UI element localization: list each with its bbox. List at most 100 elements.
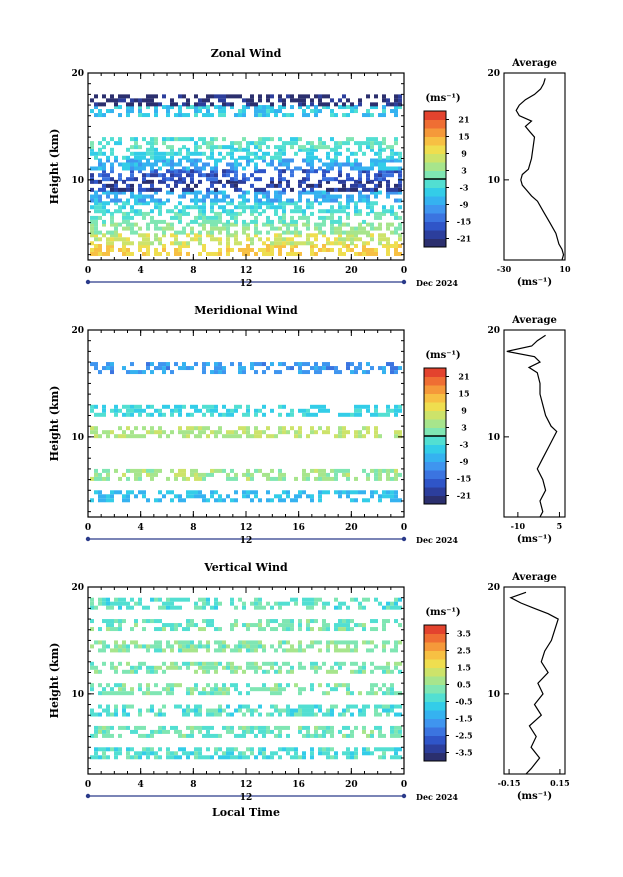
heatmap-cell xyxy=(194,623,198,628)
heatmap-cell xyxy=(270,712,274,717)
heatmap-cell xyxy=(118,619,122,624)
heatmap-cell xyxy=(282,105,286,110)
heatmap-cell xyxy=(178,158,182,163)
heatmap-cell xyxy=(394,113,398,118)
colorbar-tick-label: 9 xyxy=(461,149,467,159)
heatmap-cell xyxy=(250,102,254,107)
heatmap-cell xyxy=(90,426,94,431)
heatmap-cell xyxy=(134,472,138,477)
heatmap-cell xyxy=(258,729,262,734)
heatmap-cell xyxy=(398,755,402,760)
heatmap-cell xyxy=(94,605,98,610)
heatmap-cell xyxy=(250,98,254,103)
heatmap-cell xyxy=(186,169,190,174)
heatmap-cell xyxy=(246,704,250,709)
heatmap-cell xyxy=(286,166,290,171)
heatmap-cell xyxy=(342,708,346,713)
heatmap-cell xyxy=(122,243,126,248)
heatmap-cell xyxy=(326,627,330,632)
heatmap-cell xyxy=(126,494,130,499)
heatmap-cell xyxy=(250,237,254,242)
heatmap-cell xyxy=(146,468,150,473)
heatmap-cell xyxy=(258,712,262,717)
heatmap-cell xyxy=(394,644,398,649)
heatmap-cell xyxy=(106,733,110,738)
heatmap-cell xyxy=(330,166,334,171)
heatmap-cell xyxy=(218,733,222,738)
heatmap-cell xyxy=(358,211,362,216)
heatmap-cell xyxy=(214,751,218,756)
heatmap-cell xyxy=(378,665,382,670)
heatmap-cell xyxy=(246,430,250,435)
heatmap-cell xyxy=(126,109,130,114)
heatmap-cell xyxy=(178,498,182,503)
heatmap-cell xyxy=(142,215,146,220)
average-profile-line xyxy=(509,591,559,775)
heatmap-cell xyxy=(362,251,366,256)
heatmap-cell xyxy=(362,183,366,188)
heatmap-cell xyxy=(398,725,402,730)
heatmap-cell xyxy=(310,243,314,248)
heatmap-cell xyxy=(166,747,170,752)
heatmap-cell xyxy=(394,247,398,252)
heatmap-cell xyxy=(326,430,330,435)
heatmap-cell xyxy=(198,105,202,110)
heatmap-cell xyxy=(118,725,122,730)
heatmap-cell xyxy=(286,747,290,752)
heatmap-cell xyxy=(306,434,310,439)
heatmap-cell xyxy=(310,661,314,666)
heatmap-cell xyxy=(182,644,186,649)
heatmap-cell xyxy=(154,712,158,717)
heatmap-cell xyxy=(110,233,114,238)
heatmap-cell xyxy=(206,683,210,688)
heatmap-cell xyxy=(170,187,174,192)
heatmap-cell xyxy=(394,169,398,174)
heatmap-cell xyxy=(266,219,270,224)
heatmap-cell xyxy=(266,205,270,210)
heatmap-cell xyxy=(138,755,142,760)
heatmap-cell xyxy=(350,230,354,235)
heatmap-cell xyxy=(334,627,338,632)
heatmap-cell xyxy=(282,241,286,246)
heatmap-cell xyxy=(334,145,338,150)
heatmap-cell xyxy=(318,179,322,184)
heatmap-cell xyxy=(158,619,162,624)
heatmap-cell xyxy=(234,219,238,224)
heatmap-cell xyxy=(110,166,114,171)
heatmap-cell xyxy=(330,215,334,220)
heatmap-cell xyxy=(258,113,262,118)
heatmap-cell xyxy=(326,751,330,756)
heatmap-cell xyxy=(110,241,114,246)
heatmap-cell xyxy=(142,619,146,624)
heatmap-cell xyxy=(362,113,366,118)
heatmap-cell xyxy=(222,173,226,178)
heatmap-cell xyxy=(310,712,314,717)
heatmap-cell xyxy=(110,408,114,413)
heatmap-cell xyxy=(394,241,398,246)
heatmap-cell xyxy=(202,98,206,103)
heatmap-cell xyxy=(226,661,230,666)
heatmap-cell xyxy=(246,237,250,242)
heatmap-cell xyxy=(246,747,250,752)
heatmap-cell xyxy=(254,219,258,224)
heatmap-cell xyxy=(198,166,202,171)
heatmap-cell xyxy=(162,704,166,709)
heatmap-cell xyxy=(330,476,334,481)
heatmap-cell xyxy=(238,426,242,431)
heatmap-cell xyxy=(322,102,326,107)
heatmap-cell xyxy=(102,183,106,188)
heatmap-cell xyxy=(94,179,98,184)
heatmap-cell xyxy=(214,166,218,171)
heatmap-cell xyxy=(310,183,314,188)
heatmap-cell xyxy=(202,412,206,417)
heatmap-cell xyxy=(222,755,226,760)
heatmap-cell xyxy=(306,155,310,160)
heatmap-cell xyxy=(198,704,202,709)
heatmap-cell xyxy=(178,430,182,435)
heatmap-cell xyxy=(218,230,222,235)
heatmap-cell xyxy=(138,151,142,156)
heatmap-cell xyxy=(98,166,102,171)
heatmap-cell xyxy=(346,691,350,696)
heatmap-cell xyxy=(154,648,158,653)
heatmap-cell xyxy=(226,209,230,214)
